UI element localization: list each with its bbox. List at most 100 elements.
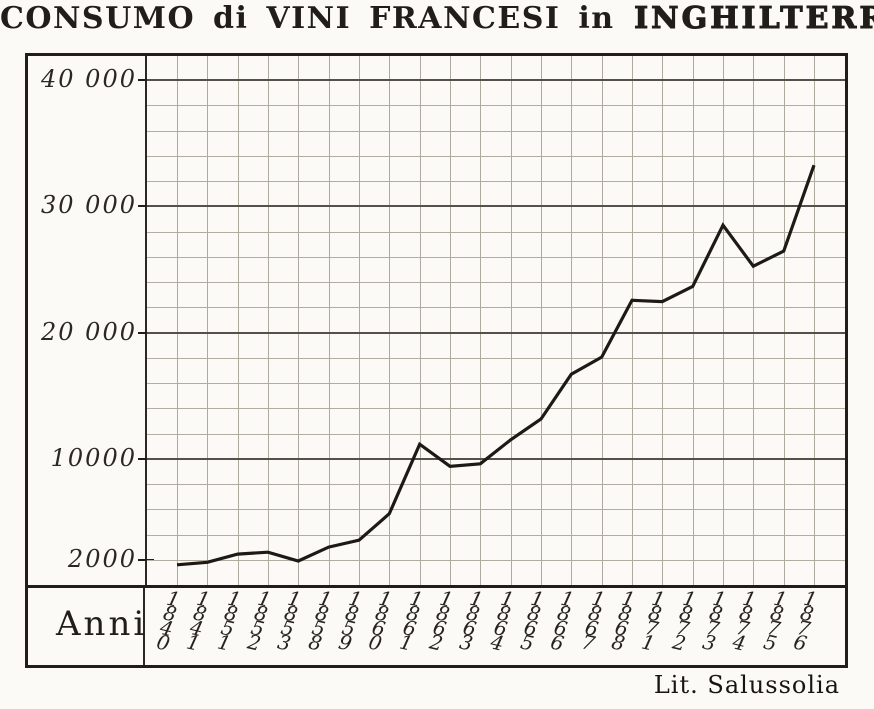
- gridline-minor: [147, 231, 845, 233]
- y-tick-mark: [138, 558, 154, 561]
- gridline-minor: [147, 484, 845, 485]
- data-line-series: [176, 164, 816, 567]
- x-tick-digit: 3: [700, 629, 719, 656]
- gridline-vertical: [177, 56, 178, 585]
- gridline-vertical: [419, 56, 421, 585]
- gridline-vertical: [692, 56, 694, 585]
- gridline-minor: [147, 534, 845, 536]
- x-tick-digit: 6: [548, 629, 567, 656]
- gridline-vertical: [450, 56, 451, 585]
- gridline-minor: [147, 307, 845, 309]
- gridline-minor: [147, 433, 845, 435]
- gridline-minor: [147, 256, 845, 258]
- gridline-minor: [147, 105, 845, 107]
- gridline-vertical: [298, 56, 300, 585]
- x-tick-digit: 8: [609, 629, 628, 656]
- x-tick-digit: 0: [366, 629, 385, 656]
- gridline-major: [147, 331, 845, 334]
- gridline-major: [147, 205, 845, 208]
- gridline-minor: [147, 509, 845, 511]
- y-tick-label: 2000: [67, 544, 137, 573]
- gridline-vertical: [359, 56, 360, 585]
- y-tick-mark: [138, 205, 154, 208]
- gridline-vertical: [328, 56, 330, 585]
- gridline-minor: [147, 130, 845, 132]
- x-tick-digit: 9: [336, 629, 355, 656]
- gridline-vertical: [389, 56, 391, 585]
- y-tick-label: 20 000: [41, 317, 137, 346]
- gridline-vertical: [783, 56, 785, 585]
- chart-title-bold: INGHILTERRA: [634, 1, 874, 36]
- plot-row: 40 000 30 000 20 000 10000 2000: [28, 56, 845, 585]
- gridline-major: [147, 457, 845, 460]
- y-tick-mark: [138, 457, 154, 460]
- x-tick-digit: 2: [245, 629, 264, 656]
- gridline-minor: [147, 155, 845, 157]
- x-tick-digit: 4: [730, 629, 749, 656]
- gridline-vertical: [510, 56, 512, 585]
- x-tick-digit: 3: [457, 629, 476, 656]
- x-tick-digit: 1: [215, 629, 233, 656]
- x-tick-digit: 2: [670, 629, 688, 656]
- consumption-line: [176, 164, 816, 567]
- gridline-vertical: [601, 56, 603, 585]
- gridline-minor: [147, 408, 845, 410]
- gridline-minor: [147, 181, 845, 182]
- gridline-vertical: [268, 56, 269, 585]
- x-tick-digit: 6: [791, 629, 810, 656]
- gridline-minor: [147, 559, 845, 561]
- gridline-vertical: [662, 56, 664, 585]
- y-tick-mark: [138, 79, 154, 81]
- gridline-vertical: [723, 56, 724, 585]
- x-tick-digit: 8: [306, 629, 324, 656]
- gridline-minor: [147, 383, 845, 384]
- x-tick-digit: 4: [488, 629, 506, 656]
- plot-area: [147, 56, 845, 585]
- y-tick-label: 40 000: [41, 65, 137, 93]
- lithographer-credit: Lit. Salussolia: [653, 671, 840, 699]
- gridline-major: [147, 79, 845, 81]
- x-tick-digit: 3: [275, 629, 294, 656]
- x-tick-digit: 5: [761, 629, 779, 656]
- gridline-vertical: [753, 56, 755, 585]
- y-tick-label: 30 000: [41, 191, 137, 220]
- gridline-vertical: [814, 56, 815, 585]
- y-tick-mark: [138, 331, 154, 334]
- x-tick-digit: 5: [518, 629, 537, 656]
- y-axis: 40 000 30 000 20 000 10000 2000: [28, 56, 154, 585]
- gridline-vertical: [632, 56, 633, 585]
- x-tick-digit: 2: [427, 629, 446, 656]
- x-tick-digit: 1: [184, 629, 203, 656]
- x-tick-digit: 7: [579, 629, 597, 656]
- gridline-minor: [147, 357, 845, 359]
- gridline-minor: [147, 282, 845, 283]
- x-tick-digit: 1: [639, 629, 658, 656]
- chart-title-regular: CONSUMO di VINI FRANCESI in: [0, 1, 615, 36]
